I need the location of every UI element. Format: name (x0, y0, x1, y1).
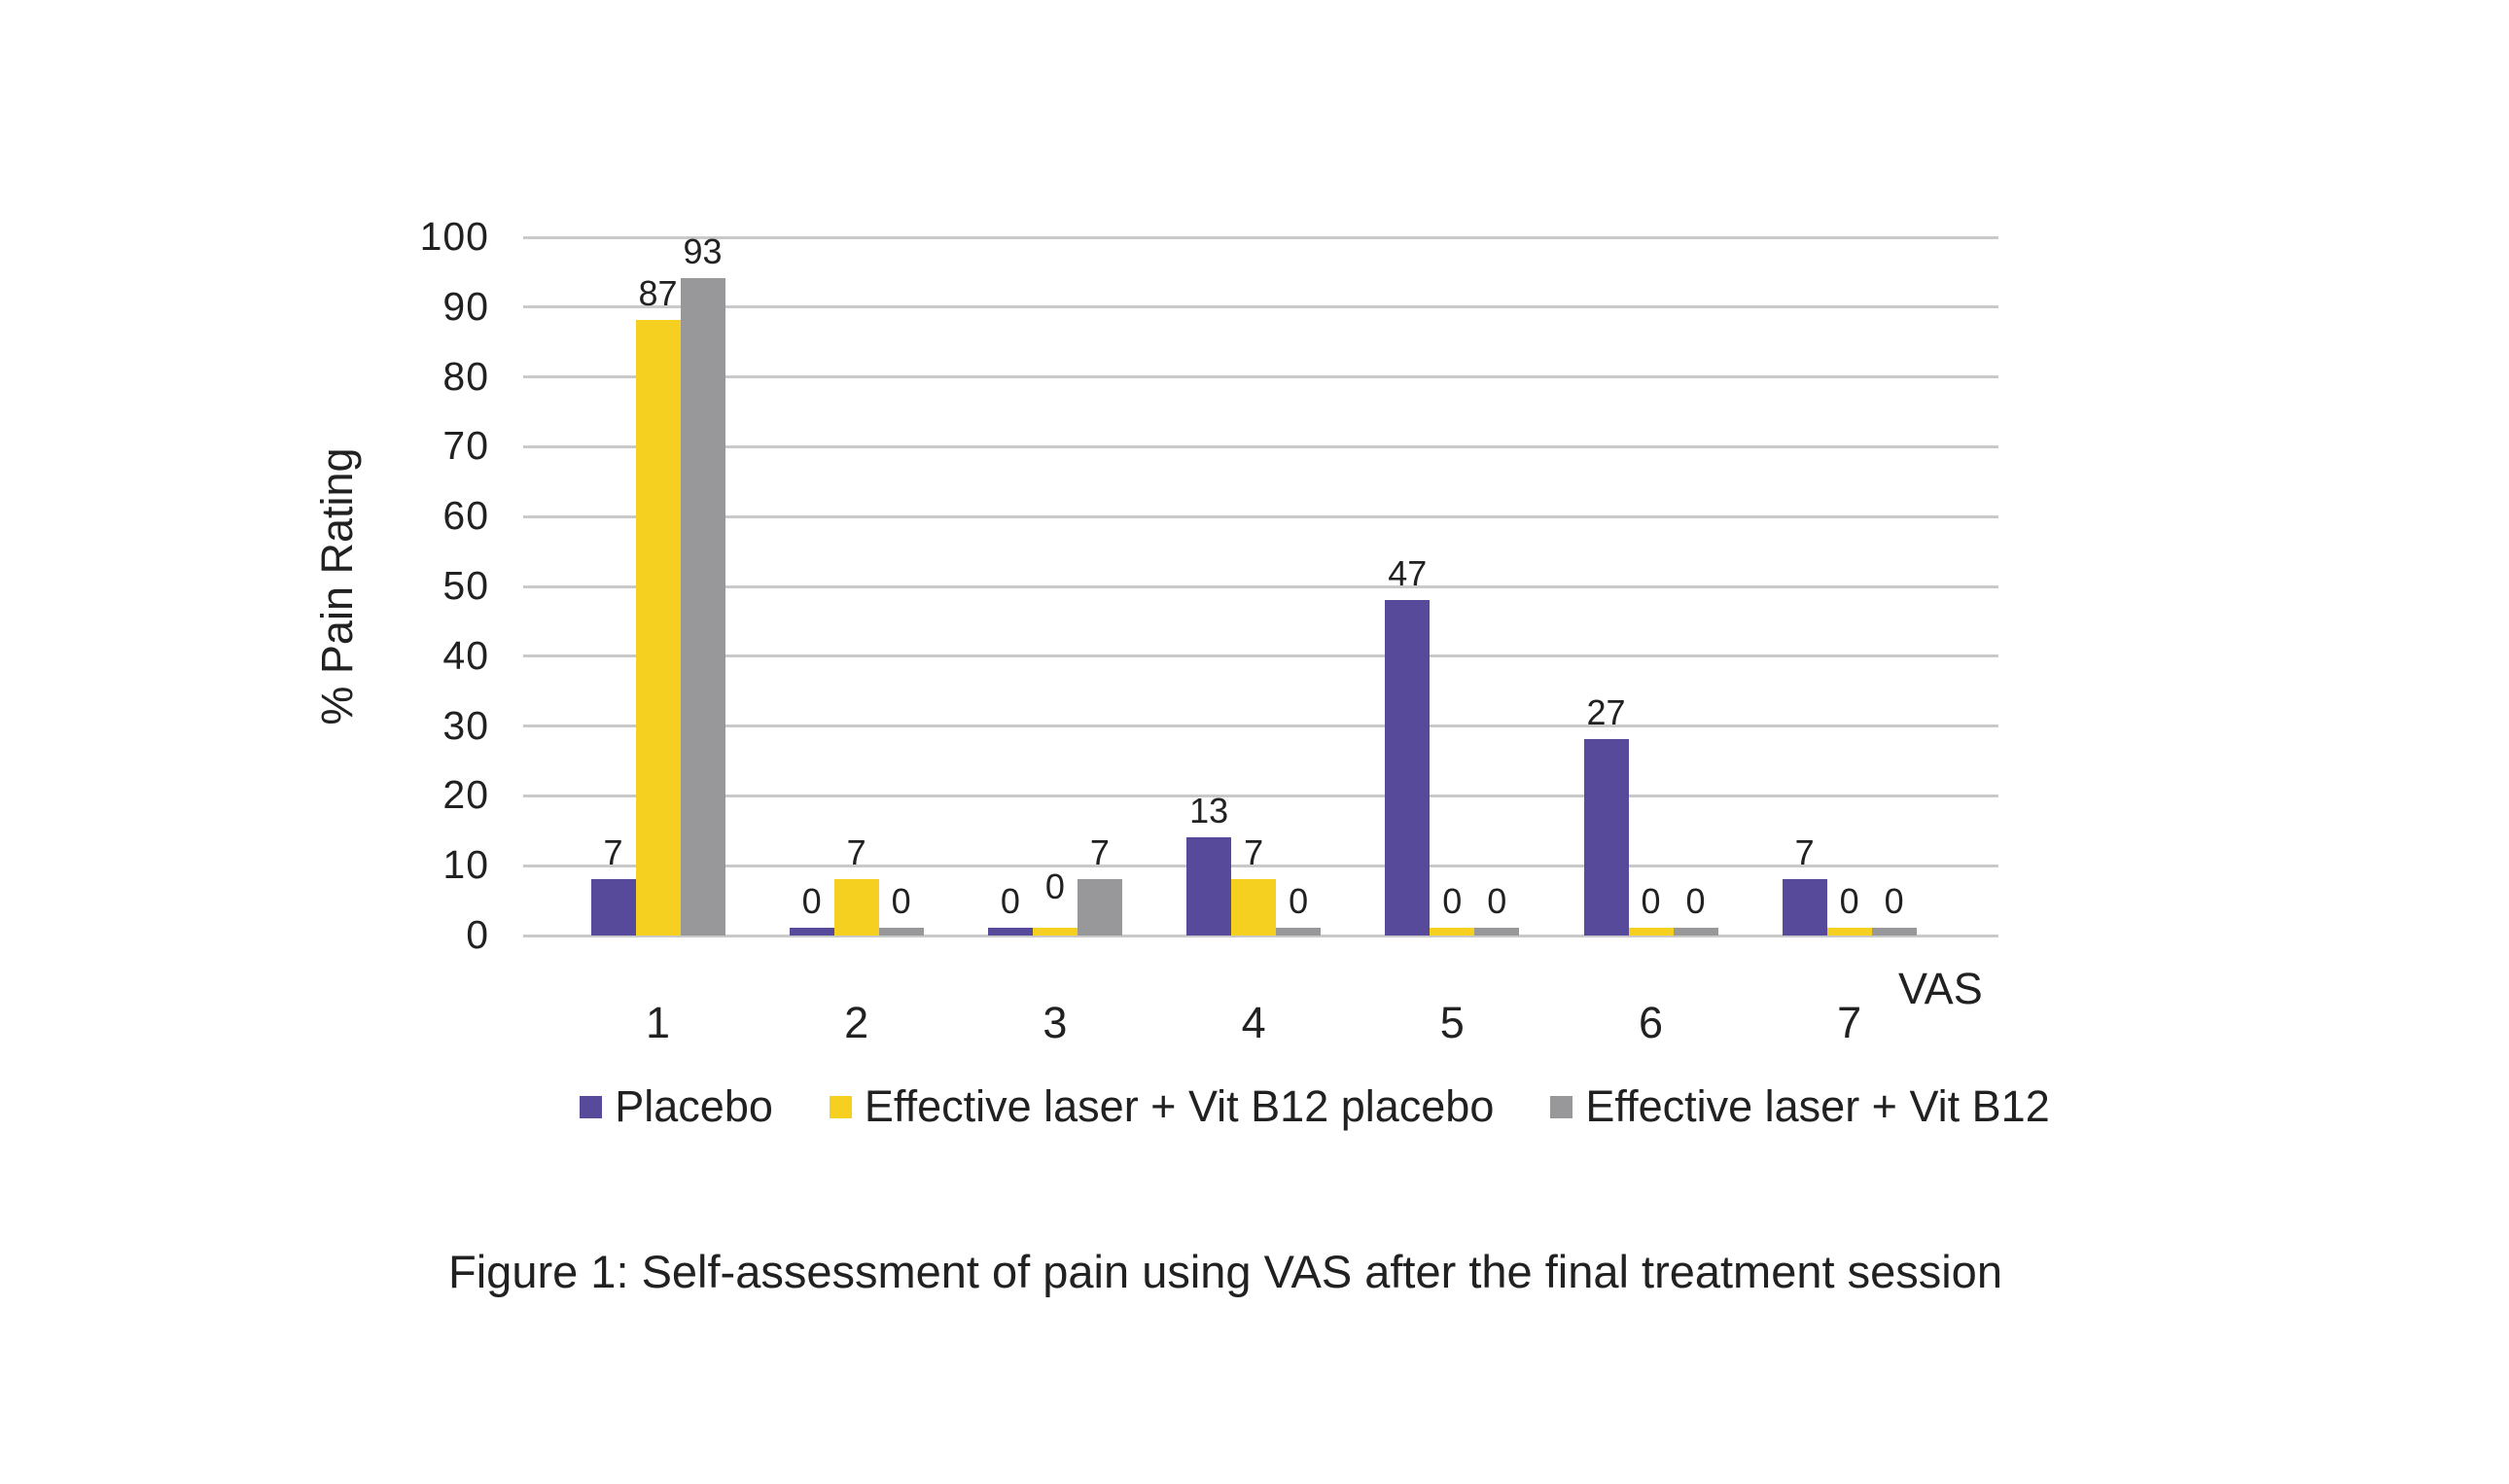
y-tick-label: 80 (442, 353, 489, 399)
y-tick-label: 70 (442, 423, 489, 469)
bar-effective-laser-vit-b12-placebo-vas-5 (1430, 928, 1475, 936)
bar-placebo-vas-6 (1583, 739, 1629, 936)
x-category-label: 4 (1241, 998, 1266, 1047)
bar-effective-laser-vit-b12-placebo-vas-6 (1628, 928, 1674, 936)
gridline (523, 444, 1998, 448)
bar-placebo-vas-3 (987, 928, 1033, 936)
figure-caption: Figure 1: Self-assessment of pain using … (448, 1246, 2002, 1297)
y-tick-label: 0 (466, 912, 489, 957)
legend-label: Effective laser + Vit B12 (1585, 1081, 2050, 1131)
x-axis-unit-label: VAS (1898, 964, 1983, 1013)
bar-effective-laser-vit-b12-placebo-vas-2 (833, 878, 879, 936)
gridline (523, 794, 1998, 797)
x-category-label: 1 (645, 998, 671, 1047)
gridline (523, 584, 1998, 588)
bar-effective-laser-vit-b12-placebo-vas-4 (1231, 878, 1277, 936)
y-tick-label: 50 (442, 563, 489, 608)
bar-value-label: 0 (1000, 881, 1020, 921)
gridline (523, 934, 1998, 937)
bar-value-label: 7 (603, 831, 623, 872)
bar-effective-laser-vit-b12-vas-7 (1871, 928, 1917, 936)
bar-effective-laser-vit-b12-placebo-vas-7 (1826, 928, 1872, 936)
bar-placebo-vas-5 (1385, 599, 1431, 936)
legend-label: Placebo (615, 1081, 773, 1131)
y-tick-label: 30 (442, 702, 489, 748)
y-tick-label: 10 (442, 842, 489, 888)
x-category-label: 7 (1837, 998, 1862, 1047)
bar-value-label: 0 (1884, 881, 1904, 921)
x-category-label: 5 (1439, 998, 1465, 1047)
x-category-label: 6 (1638, 998, 1664, 1047)
bar-value-label: 93 (683, 231, 723, 272)
bar-placebo-vas-1 (590, 878, 636, 936)
gridline (523, 654, 1998, 658)
gridline (523, 235, 1998, 239)
legend-item: Effective laser + Vit B12 (1550, 1081, 2050, 1132)
bar-value-label: 13 (1189, 790, 1229, 830)
bar-placebo-vas-7 (1782, 878, 1827, 936)
bar-value-label: 0 (1442, 881, 1463, 921)
bar-value-label: 0 (1044, 866, 1065, 906)
legend-swatch-icon (1550, 1095, 1573, 1118)
bar-effective-laser-vit-b12-placebo-vas-3 (1032, 928, 1078, 936)
legend-item: Effective laser + Vit B12 placebo (829, 1081, 1495, 1132)
bar-value-label: 0 (1487, 881, 1507, 921)
y-tick-label: 40 (442, 632, 489, 678)
gridline (523, 724, 1998, 728)
bar-effective-laser-vit-b12-vas-1 (680, 278, 725, 936)
gridline (523, 514, 1998, 518)
bar-value-label: 0 (801, 881, 822, 921)
y-tick-label: 20 (442, 772, 489, 818)
bar-value-label: 0 (1289, 881, 1309, 921)
bar-effective-laser-vit-b12-vas-5 (1474, 928, 1520, 936)
bar-effective-laser-vit-b12-vas-4 (1276, 928, 1322, 936)
gridline (523, 375, 1998, 379)
y-tick-label: 100 (419, 214, 489, 259)
gridline (523, 305, 1998, 309)
gridline (523, 864, 1998, 867)
bar-value-label: 0 (1685, 881, 1706, 921)
y-tick-label: 60 (442, 493, 489, 539)
x-category-label: 3 (1042, 998, 1068, 1047)
bar-value-label: 47 (1388, 552, 1428, 593)
legend-label: Effective laser + Vit B12 placebo (864, 1081, 1495, 1131)
bar-value-label: 7 (1089, 831, 1110, 872)
y-tick-label: 90 (442, 283, 489, 329)
bar-value-label: 0 (1839, 881, 1859, 921)
legend-item: Placebo (580, 1081, 773, 1132)
legend-swatch-icon (580, 1095, 603, 1118)
bar-value-label: 7 (1244, 831, 1264, 872)
chart-legend: Placebo Effective laser + Vit B12 placebo… (60, 1081, 2509, 1132)
bar-value-label: 87 (638, 273, 678, 314)
bar-value-label: 0 (1641, 881, 1661, 921)
bar-placebo-vas-2 (789, 928, 834, 936)
bar-value-label: 7 (846, 831, 866, 872)
legend-swatch-icon (829, 1095, 852, 1118)
bar-effective-laser-vit-b12-vas-6 (1673, 928, 1718, 936)
x-category-label: 2 (844, 998, 869, 1047)
bar-value-label: 27 (1586, 692, 1626, 733)
bar-effective-laser-vit-b12-placebo-vas-1 (635, 320, 681, 936)
bar-placebo-vas-4 (1186, 836, 1232, 936)
bar-effective-laser-vit-b12-vas-2 (878, 928, 924, 936)
bar-value-label: 0 (891, 881, 911, 921)
bar-effective-laser-vit-b12-vas-3 (1077, 878, 1122, 936)
bar-value-label: 7 (1794, 831, 1815, 872)
